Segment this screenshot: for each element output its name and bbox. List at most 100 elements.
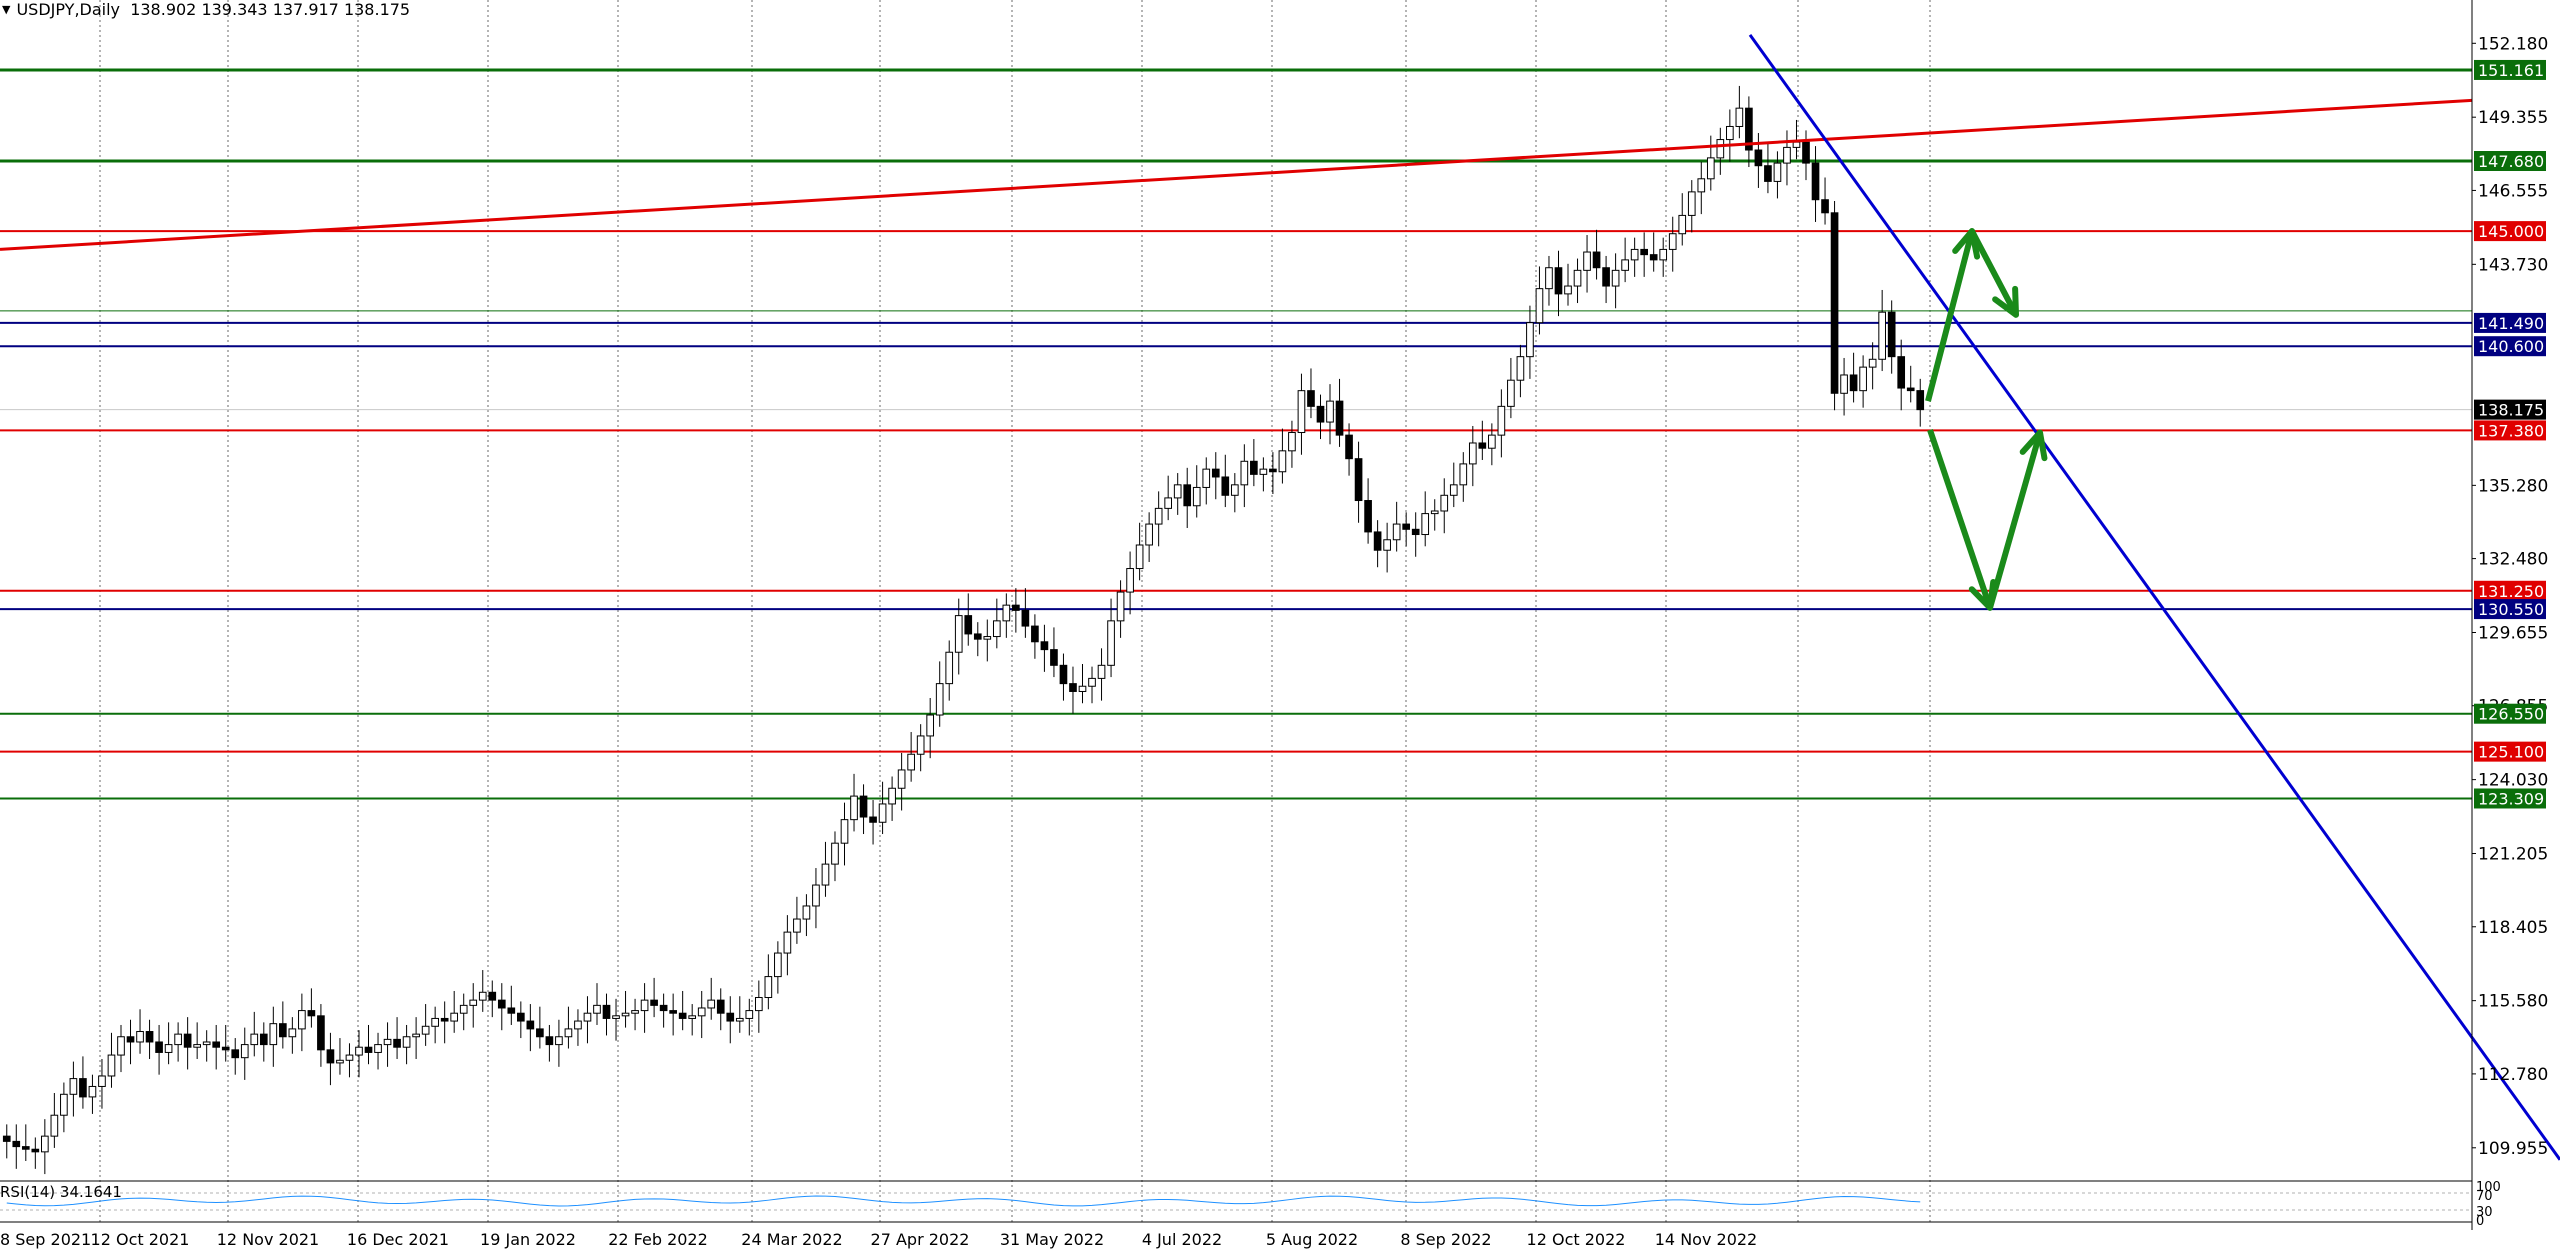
candle-body: [497, 999, 506, 1009]
candle-body: [916, 735, 925, 755]
rising-trend-line: [0, 98, 2473, 251]
price-tag: [2474, 703, 2546, 724]
candle-body: [269, 1023, 278, 1046]
candle-body: [459, 1004, 468, 1014]
candle-body: [640, 999, 649, 1012]
candle-body: [1116, 591, 1125, 622]
candle-body: [1269, 468, 1277, 473]
trend-lines: [0, 34, 2560, 1161]
candle-body: [1097, 664, 1106, 679]
candle-body: [31, 1148, 40, 1153]
candle-body: [1687, 191, 1696, 216]
candle-body: [1192, 486, 1201, 507]
candle-body: [878, 803, 887, 823]
x-tick-label: 5 Aug 2022: [1266, 1230, 1358, 1249]
candle-body: [1221, 476, 1230, 496]
candle-body: [1050, 649, 1058, 666]
price-tag: [2474, 151, 2546, 172]
x-tick-label: 8 Sep 2021: [0, 1230, 91, 1249]
candle-body: [1830, 212, 1839, 394]
candle-body: [1526, 322, 1534, 358]
candle-body: [450, 1012, 459, 1022]
candle-body: [954, 615, 963, 653]
candle-body: [973, 633, 982, 640]
rsi-label: RSI(14) 34.1641: [0, 1183, 122, 1201]
collapse-triangle-icon[interactable]: ▼: [2, 3, 11, 16]
price-tick-label: 115.580: [2478, 992, 2548, 1012]
candle-body: [440, 1017, 449, 1022]
candle-body: [298, 1010, 306, 1030]
horizontal-levels: [0, 68, 2472, 800]
candle-body: [1297, 390, 1306, 434]
candle-body: [1678, 214, 1687, 235]
candle-body: [726, 1012, 735, 1022]
candle-body: [1126, 568, 1134, 593]
candle-body: [288, 1028, 297, 1038]
price-tick-label: 135.280: [2478, 476, 2548, 496]
candle-body: [126, 1036, 135, 1043]
candle-body: [926, 714, 935, 737]
candle-body: [1535, 288, 1544, 324]
candle-body: [612, 1015, 620, 1019]
candle-body: [221, 1046, 230, 1051]
candle-body: [1392, 523, 1401, 541]
candle-body: [155, 1041, 163, 1053]
candle-body: [259, 1033, 268, 1046]
price-tick-label: 132.480: [2478, 550, 2548, 570]
price-tag-label: 145.000: [2478, 222, 2544, 241]
candle-body: [507, 1007, 516, 1014]
candle-body: [383, 1038, 392, 1046]
candle-body: [98, 1075, 106, 1087]
price-tick-label: 121.205: [2478, 845, 2548, 865]
price-tag-label: 140.600: [2478, 337, 2544, 356]
arrow-head: [1992, 285, 2019, 318]
bullish-path-arrow: [1925, 228, 2019, 402]
candle-body: [1783, 146, 1791, 164]
candle-body: [1421, 513, 1430, 536]
candle-body: [326, 1049, 335, 1064]
candle-body: [850, 795, 858, 821]
candle-body: [536, 1028, 544, 1038]
candle-body: [1602, 267, 1610, 287]
candle-body: [1173, 484, 1182, 499]
candle-body: [1811, 162, 1820, 201]
candle-body: [1449, 484, 1458, 496]
candle-body: [745, 1010, 754, 1019]
candle-body: [1802, 141, 1810, 164]
candle-body: [1230, 484, 1239, 496]
candles: [2, 85, 1925, 1175]
candle-body: [1821, 199, 1829, 214]
x-tick-label: 31 May 2022: [1000, 1230, 1104, 1249]
price-tag-label: 137.380: [2478, 421, 2544, 440]
candle-body: [555, 1036, 563, 1046]
candle-body: [1488, 434, 1496, 449]
candle-body: [1716, 139, 1725, 159]
candle-body: [1668, 233, 1677, 250]
candle-body: [1402, 523, 1411, 530]
candle-body: [50, 1114, 59, 1137]
candle-body: [2, 1135, 11, 1142]
candle-body: [1211, 468, 1220, 478]
candle-body: [964, 615, 973, 635]
price-tag: [2474, 741, 2546, 762]
candle-body: [897, 769, 906, 789]
candle-body: [355, 1046, 363, 1056]
candle-body: [1468, 442, 1477, 465]
price-tag: [2474, 788, 2546, 809]
candle-body: [688, 1015, 697, 1019]
candle-body: [1735, 107, 1744, 127]
price-tick-label: 124.030: [2478, 771, 2548, 791]
x-tick-label: 16 Dec 2021: [347, 1230, 449, 1249]
candle-body: [1240, 460, 1249, 486]
price-tick-label: 143.730: [2478, 255, 2548, 275]
candle-body: [469, 999, 478, 1006]
candle-body: [935, 683, 944, 716]
candle-body: [307, 1010, 316, 1017]
candle-body: [1430, 510, 1439, 515]
price-tag: [2474, 312, 2546, 333]
candle-body: [669, 1010, 677, 1014]
candle-body: [202, 1041, 211, 1046]
candle-body: [840, 819, 849, 844]
candle-body: [564, 1028, 573, 1038]
